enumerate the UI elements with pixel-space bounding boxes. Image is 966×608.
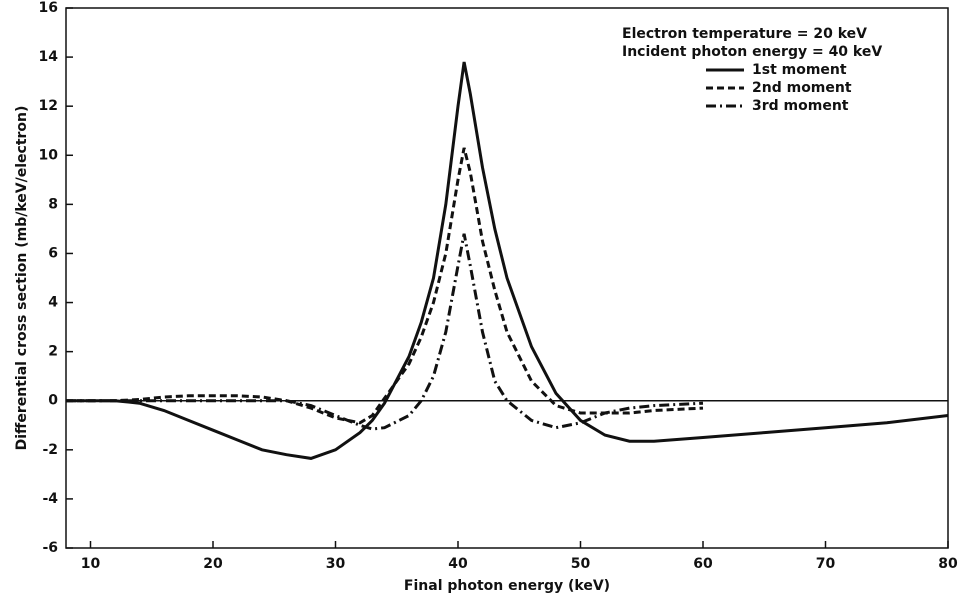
y-tick-label: 14 (39, 49, 59, 65)
series-line (66, 61, 949, 460)
series-line (66, 147, 704, 425)
x-tick-label: 80 (938, 556, 958, 572)
x-tick-label: 50 (571, 556, 591, 572)
y-tick-label: 12 (39, 98, 58, 114)
x-tick-label: 10 (81, 556, 101, 572)
annotation: Electron temperature = 20 keV (622, 26, 867, 42)
legend-label: 1st moment (752, 62, 847, 78)
x-tick-label: 20 (203, 556, 223, 572)
y-tick-label: 8 (48, 196, 58, 212)
legend-label: 2nd moment (752, 80, 852, 96)
y-tick-label: 2 (48, 344, 58, 360)
y-tick-label: 16 (39, 0, 58, 16)
y-tick-label: -4 (42, 491, 58, 507)
y-tick-label: 0 (48, 393, 58, 409)
x-tick-label: 70 (816, 556, 836, 572)
plot-frame (65, 7, 949, 549)
y-tick-label: 6 (48, 245, 58, 261)
x-tick-label: 40 (448, 556, 468, 572)
annotation: Incident photon energy = 40 keV (622, 44, 882, 60)
y-tick-label: -6 (42, 540, 58, 556)
x-tick-label: 30 (326, 556, 346, 572)
legend-label: 3rd moment (752, 98, 849, 114)
x-tick-label: 60 (693, 556, 713, 572)
y-tick-label: 10 (39, 147, 59, 163)
y-tick-label: 4 (48, 295, 58, 311)
x-axis-label: Final photon energy (keV) (404, 578, 610, 594)
series-line (66, 233, 704, 431)
y-axis-label: Differential cross section (mb/keV/elect… (14, 106, 30, 451)
y-tick-label: -2 (42, 442, 58, 458)
